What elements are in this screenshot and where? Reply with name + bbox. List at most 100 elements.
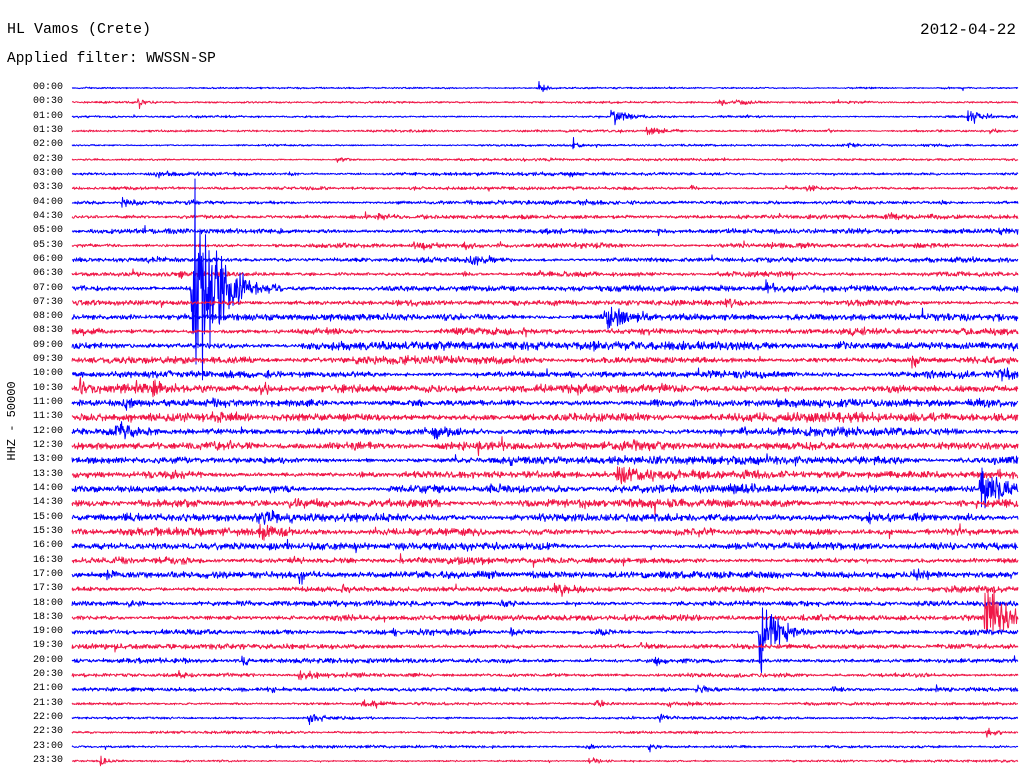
time-label: 09:30 [32,354,63,366]
seismic-trace [71,599,1019,608]
seismic-trace [72,367,1019,382]
seismic-trace [71,727,1019,738]
seismic-trace [71,354,1019,369]
time-label: 00:30 [32,96,63,108]
seismic-trace [71,607,1019,673]
time-label: 05:00 [32,225,63,237]
time-label: 19:30 [32,640,63,652]
seismic-trace [71,126,1019,136]
seismic-trace [71,538,1019,554]
time-label: 08:00 [32,311,63,323]
time-label: 12:30 [32,440,63,451]
time-label: 15:00 [32,511,63,523]
seismic-trace [71,642,1019,653]
time-label: 02:00 [32,139,63,151]
seismic-trace [71,699,1018,709]
seismic-trace [71,81,1019,93]
time-label: 16:00 [32,540,63,552]
seismic-trace [71,411,1019,423]
row-labels: 00:00 00:30 01:00 01:30 02:00 02:30 03:00 03:30… [0,0,64,780]
time-label: 03:00 [32,167,63,179]
seismic-trace [71,436,1019,457]
seismic-trace [71,178,1019,381]
time-label: 21:00 [32,683,63,695]
time-label: 18:00 [32,597,63,609]
seismic-trace [71,568,1019,585]
seismic-trace [71,589,1019,634]
time-label: 01:30 [32,125,63,136]
seismic-trace [71,466,1019,485]
time-label: 05:30 [32,239,63,251]
time-label: 14:30 [32,497,63,509]
time-label: 06:00 [32,253,63,265]
filter-label: Applied filter: WWSSN-SP [7,51,216,67]
seismic-trace [71,377,1019,398]
seismic-trace [71,467,1019,509]
seismic-trace [71,326,1019,338]
seismic-trace [71,225,1019,237]
time-label: 14:00 [32,482,63,494]
seismic-trace [71,755,1019,767]
time-label: 01:00 [32,110,63,122]
time-label: 23:30 [32,755,63,766]
time-label: 13:30 [32,468,63,480]
seismic-trace [71,743,1019,753]
time-label: 15:30 [32,525,63,537]
time-label: 10:00 [32,368,63,380]
seismic-trace [71,268,1019,280]
time-label: 00:00 [32,82,63,93]
seismic-trace [71,421,1019,440]
time-label: 07:00 [32,282,63,294]
time-label: 08:30 [32,325,63,337]
time-label: 06:30 [32,268,63,280]
time-label: 10:30 [32,382,63,394]
seismic-trace [71,655,1019,667]
seismic-trace [71,397,1019,411]
time-label: 09:00 [32,339,63,351]
time-label: 04:00 [32,196,63,208]
station-title: HL Vamos (Crete) [7,21,152,38]
seismic-trace [71,670,1019,681]
time-label: 20:00 [32,654,63,666]
seismic-trace [71,582,1019,597]
seismic-trace [72,298,1019,308]
time-label: 11:30 [32,411,63,423]
seismic-trace [71,306,1019,330]
time-label: 17:00 [32,568,63,580]
seismic-trace [71,509,1019,525]
seismic-trace [71,184,1019,192]
seismic-trace [71,98,1019,110]
time-label: 07:30 [32,296,63,308]
seismic-trace [71,137,1019,150]
seismic-trace [71,553,1019,568]
seismic-trace [71,498,1019,516]
seismic-trace [71,196,1019,208]
time-label: 03:30 [32,182,63,194]
time-label: 22:30 [32,726,63,738]
time-label: 17:30 [32,583,63,595]
time-label: 13:00 [32,454,63,466]
time-label: 02:30 [32,153,63,165]
seismic-trace [71,453,1019,467]
seismic-trace [71,170,1019,179]
seismic-trace [71,240,1019,251]
seismic-trace [71,157,1019,163]
seismic-trace [71,211,1019,221]
date-label: 2012-04-22 [919,21,1016,39]
time-label: 21:30 [32,697,63,709]
time-label: 20:30 [32,669,63,681]
seismic-trace [71,109,1019,126]
time-label: 23:00 [32,740,63,752]
time-label: 04:30 [32,210,63,222]
seismic-trace [71,340,1019,352]
time-label: 16:30 [32,554,63,566]
time-label: 19:00 [32,626,63,638]
seismic-trace [71,254,1019,266]
time-label: 12:00 [32,425,63,437]
time-label: 11:00 [32,397,63,408]
seismic-trace [71,684,1019,694]
time-label: 22:00 [32,712,63,723]
seismic-trace [71,523,1019,541]
